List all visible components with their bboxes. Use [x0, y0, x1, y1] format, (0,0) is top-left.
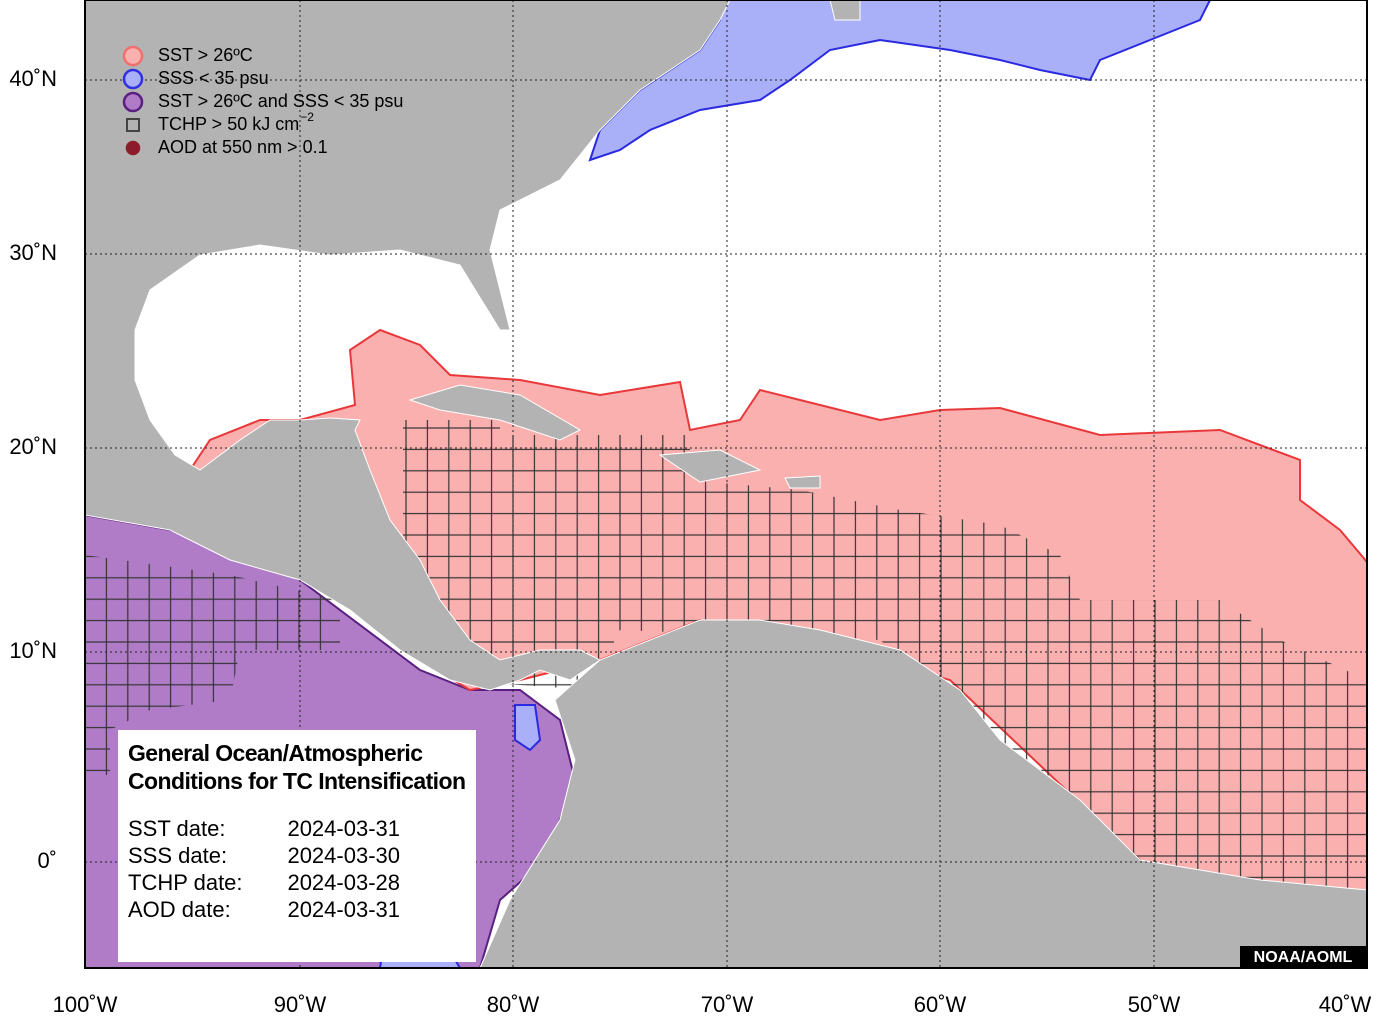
date-value: 2024-03-30 [287, 843, 400, 868]
legend-label: TCHP > 50 kJ cm [158, 114, 299, 134]
lat-label: 0˚ [37, 848, 57, 873]
lon-label: 70˚W [701, 992, 754, 1017]
tchp-region [403, 420, 1367, 920]
lon-label: 50˚W [1128, 992, 1181, 1017]
lon-label: 90˚W [274, 992, 327, 1017]
date-label: TCHP date: [128, 870, 243, 895]
date-value: 2024-03-28 [287, 870, 400, 895]
legend-symbol [125, 140, 141, 156]
legend-label: SST > 26ºC [158, 45, 253, 65]
frame [84, 0, 1368, 969]
credit-box [1240, 946, 1366, 968]
date-label: SSS date: [128, 843, 227, 868]
date-value: 2024-03-31 [287, 897, 400, 922]
graticule [85, 0, 1367, 968]
legend-superscript: −2 [300, 110, 314, 124]
tchp-region [85, 555, 340, 775]
lon-label: 80˚W [487, 992, 540, 1017]
legend-symbol [126, 118, 140, 132]
legend: SST > 26ºC SSS < 35 psu SST > 26ºC and SSS… [122, 45, 403, 157]
info-title: Conditions for TC Intensification [128, 768, 466, 794]
legend-symbol [122, 45, 144, 67]
date-label: AOD date: [128, 897, 231, 922]
legend-symbol [122, 91, 144, 113]
date-label: SST date: [128, 816, 225, 841]
sss-region [514, 704, 542, 752]
lon-label: 60˚W [914, 992, 967, 1017]
land [84, 0, 1368, 969]
legend-label: SST > 26ºC and SSS < 35 psu [158, 91, 403, 111]
legend-label: AOD at 550 nm > 0.1 [158, 137, 328, 157]
lat-label: 40˚N [9, 66, 57, 91]
lat-label: 30˚N [9, 240, 57, 265]
info-box [118, 730, 476, 962]
lon-label: 100˚W [53, 992, 118, 1017]
tick-labels: 40˚N 30˚N 20˚N 10˚N 0˚ 100˚W 90˚W 80˚W 70˚W 60˚W 5… [9, 66, 1371, 1017]
date-value: 2024-03-31 [287, 816, 400, 841]
info-title: General Ocean/Atmospheric [128, 740, 423, 766]
lat-label: 20˚N [9, 434, 57, 459]
credit: NOAA/AOML [1254, 949, 1353, 966]
lat-label: 10˚N [9, 638, 57, 663]
legend-label: SSS < 35 psu [158, 68, 269, 88]
legend-symbol [122, 68, 144, 90]
lon-label: 40˚W [1319, 992, 1372, 1017]
